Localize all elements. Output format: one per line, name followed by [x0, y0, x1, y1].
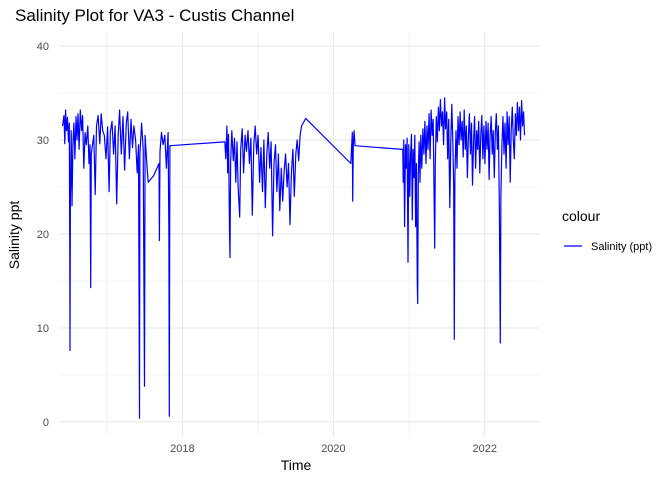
legend: colour Salinity (ppt)	[562, 208, 652, 253]
legend-title: colour	[562, 208, 600, 224]
x-tick-label: 2018	[170, 443, 194, 455]
x-axis-title: Time	[281, 457, 312, 473]
y-tick-label: 30	[37, 135, 49, 147]
y-tick-labels: 0 10 20 30 40	[37, 41, 49, 429]
y-tick-label: 20	[37, 229, 49, 241]
series-line-salinity	[61, 97, 526, 419]
x-tick-labels: 2018 2020 2022	[170, 443, 497, 455]
y-tick-label: 0	[43, 417, 49, 429]
x-tick-label: 2020	[321, 443, 345, 455]
legend-label-salinity: Salinity (ppt)	[591, 241, 652, 253]
y-axis-title: Salinity ppt	[6, 201, 22, 270]
series-layer	[61, 97, 526, 419]
x-tick-label: 2022	[472, 443, 496, 455]
y-tick-label: 10	[37, 323, 49, 335]
major-gridlines	[59, 32, 540, 436]
y-tick-label: 40	[37, 41, 49, 53]
chart-title: Salinity Plot for VA3 - Custis Channel	[15, 6, 294, 25]
